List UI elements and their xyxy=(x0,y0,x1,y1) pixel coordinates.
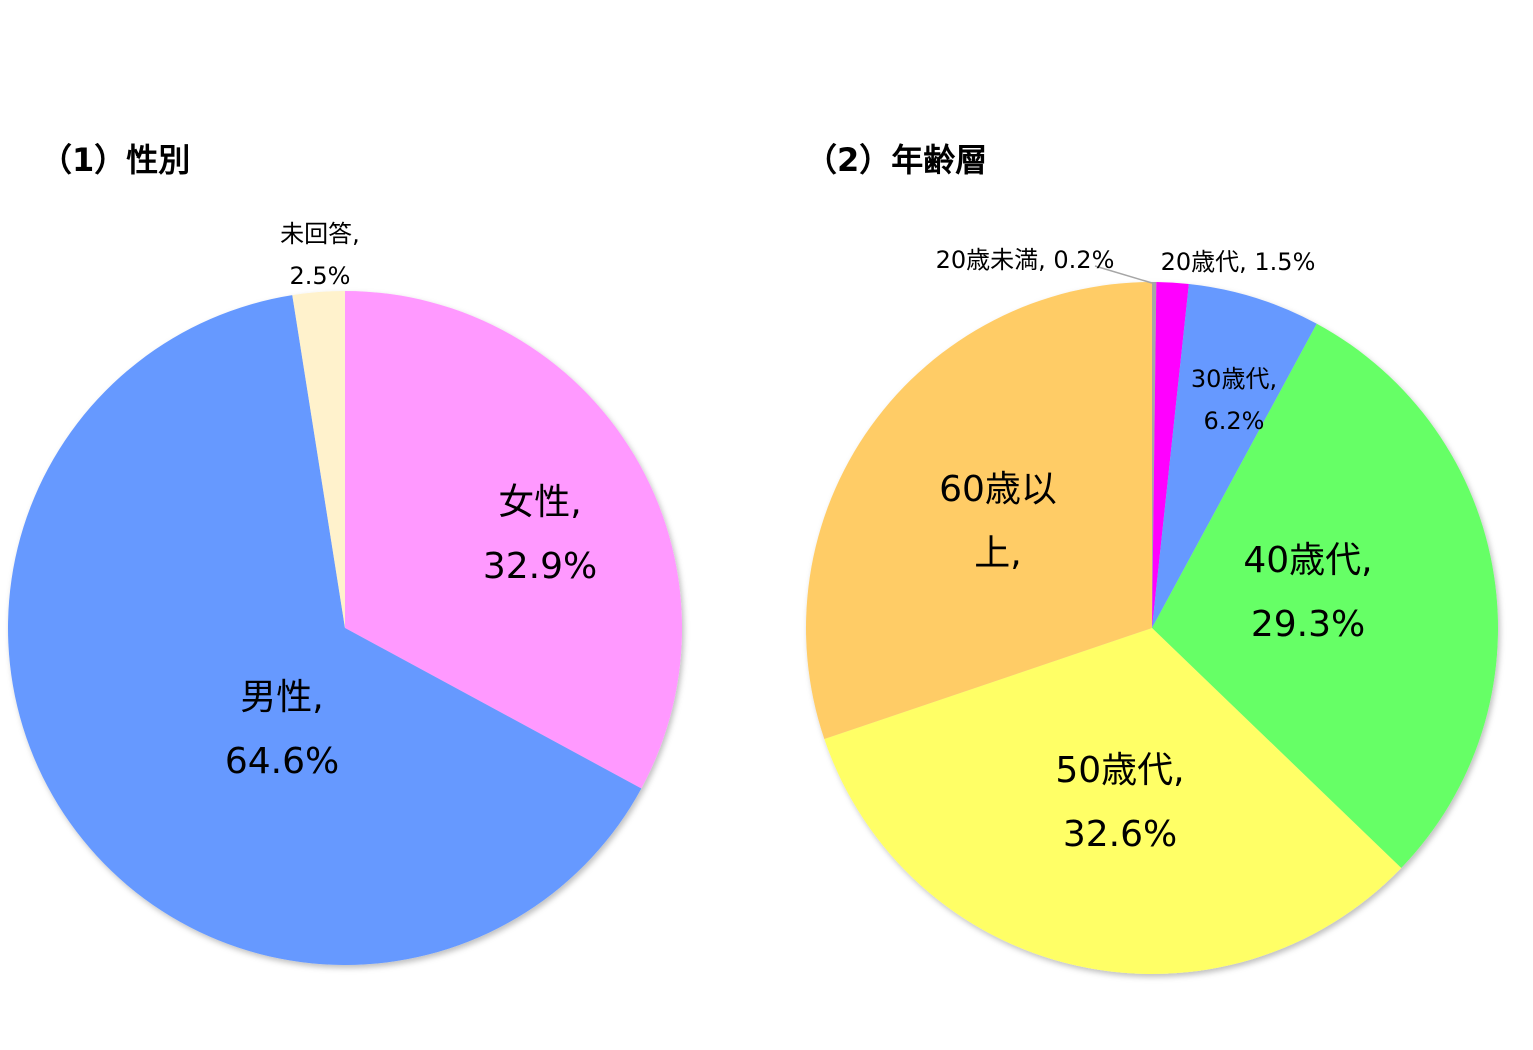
data-label: 60歳以上, xyxy=(939,469,1057,574)
pie-slice xyxy=(292,291,345,628)
data-label: 30歳代, 6.2% xyxy=(1190,365,1278,435)
data-label: 20歳代, 1.5% xyxy=(1160,248,1316,276)
chart-title: （2）年齢層 xyxy=(805,141,988,179)
leader-line xyxy=(1094,265,1153,284)
pie-slice xyxy=(824,628,1402,974)
pie-slice xyxy=(1152,282,1189,628)
pie xyxy=(7,291,682,965)
data-label: 未回答, 2.5% xyxy=(280,220,360,290)
pie xyxy=(806,282,1499,974)
pie-slice xyxy=(806,282,1152,740)
data-label: 20歳未満, 0.2% xyxy=(935,246,1115,274)
pie-slice xyxy=(1152,323,1499,869)
pie-slice xyxy=(7,295,642,965)
data-label: 男性, 64.6% xyxy=(224,677,340,782)
pie-slice xyxy=(345,291,682,789)
data-label: 女性, 32.9% xyxy=(482,482,598,587)
chart-title: （1）性別 xyxy=(40,141,191,179)
pie-slice xyxy=(1152,283,1317,628)
data-label: 50歳代, 32.6% xyxy=(1055,750,1185,855)
data-label: 40歳代, 29.3% xyxy=(1243,540,1373,645)
pie-slice xyxy=(1152,282,1157,628)
